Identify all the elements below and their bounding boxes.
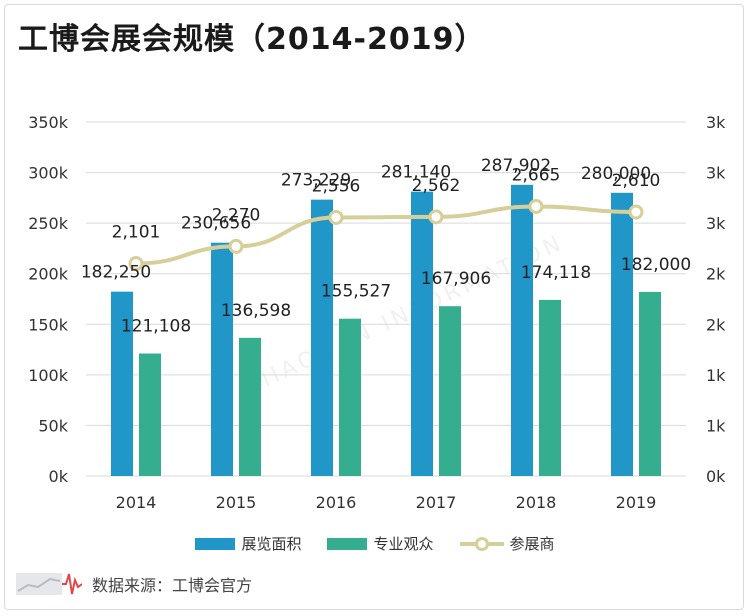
x-tick-label: 2017 <box>416 493 457 512</box>
point-exhibitors <box>528 198 544 214</box>
y-right-tick-label: 3k <box>706 164 726 183</box>
y-right-tick-label: 1k <box>706 366 726 385</box>
bar-visitors <box>339 318 361 476</box>
legend-label-exhibition-area: 展览面积 <box>241 535 302 553</box>
legend-swatch-exhibition-area <box>195 537 236 550</box>
chart-frame <box>4 4 744 610</box>
data-label-exhibition-area: 230,656 <box>181 214 251 234</box>
data-label-exhibitors: 2,101 <box>112 222 161 242</box>
y-right-tick-label: 1k <box>706 416 726 435</box>
bar-exhibition-area <box>511 184 533 477</box>
data-label-exhibitors: 2,556 <box>312 176 361 196</box>
legend: 展览面积 专业观众 参展商 <box>0 533 750 554</box>
data-label-exhibition-area: 273,229 <box>281 171 351 191</box>
y-left-tick-label: 150k <box>28 315 69 334</box>
legend-item-visitors: 专业观众 <box>327 533 434 554</box>
bar-visitors <box>439 306 461 476</box>
y-right-tick-label: 0k <box>706 467 726 486</box>
point-exhibitors <box>328 209 344 225</box>
source-text: 数据来源：工博会官方 <box>92 576 253 595</box>
x-tick-label: 2016 <box>316 493 357 512</box>
data-label-visitors: 182,000 <box>621 255 691 275</box>
source-note: 数据来源：工博会官方 <box>16 569 252 599</box>
bar-visitors <box>239 337 261 476</box>
y-left-tick-label: 350k <box>28 113 69 132</box>
chart-title: 工博会展会规模（2014-2019） <box>18 22 486 57</box>
data-label-visitors: 174,118 <box>521 263 591 283</box>
x-tick-label: 2014 <box>116 493 157 512</box>
data-label-visitors: 167,906 <box>421 269 491 289</box>
legend-label-exhibitors: 参展商 <box>509 535 555 553</box>
bar-visitors <box>539 299 561 476</box>
y-right-tick-label: 3k <box>706 214 726 233</box>
y-left-tick-label: 300k <box>28 164 69 183</box>
legend-item-exhibition-area: 展览面积 <box>195 533 301 554</box>
y-left-tick-label: 100k <box>28 366 69 385</box>
bar-exhibition-area <box>211 242 233 476</box>
legend-item-exhibitors: 参展商 <box>459 533 555 554</box>
x-tick-label: 2015 <box>216 493 257 512</box>
line-exhibitors <box>135 204 637 266</box>
brand-logo-icon <box>16 573 82 595</box>
data-label-visitors: 136,598 <box>221 301 291 321</box>
data-label-exhibitors: 2,665 <box>512 165 561 185</box>
y-right-tick-label: 2k <box>706 315 726 334</box>
bar-exhibition-area <box>611 192 633 477</box>
bar-exhibition-area <box>411 191 433 476</box>
y-left-tick-label: 250k <box>28 214 69 233</box>
legend-swatch-visitors <box>327 537 368 550</box>
y-right-tick-label: 3k <box>706 113 726 132</box>
data-label-exhibition-area: 280,000 <box>581 164 651 184</box>
point-exhibitors <box>228 238 244 254</box>
data-label-exhibitors: 2,562 <box>412 176 461 196</box>
data-label-visitors: 155,527 <box>321 282 391 302</box>
y-right-tick-label: 2k <box>706 265 726 284</box>
data-label-exhibition-area: 281,140 <box>381 163 451 183</box>
bar-visitors <box>139 353 161 476</box>
data-label-exhibitors: 2,610 <box>612 171 661 191</box>
data-label-exhibitors: 2,270 <box>212 205 261 225</box>
data-label-exhibition-area: 287,902 <box>481 156 551 176</box>
point-exhibitors <box>628 204 644 220</box>
legend-label-visitors: 专业观众 <box>373 535 434 553</box>
data-label-exhibition-area: 182,250 <box>81 263 151 283</box>
legend-swatch-exhibitors <box>459 536 504 551</box>
point-exhibitors <box>128 255 144 271</box>
data-label-visitors: 121,108 <box>121 317 191 337</box>
bar-visitors <box>639 291 661 476</box>
y-left-tick-label: 0k <box>49 467 69 486</box>
y-left-tick-label: 50k <box>38 416 68 435</box>
bar-exhibition-area <box>311 199 333 476</box>
x-tick-label: 2018 <box>516 493 557 512</box>
point-exhibitors <box>428 209 444 225</box>
y-left-tick-label: 200k <box>28 265 69 284</box>
bar-exhibition-area <box>111 291 133 476</box>
x-tick-label: 2019 <box>616 493 657 512</box>
